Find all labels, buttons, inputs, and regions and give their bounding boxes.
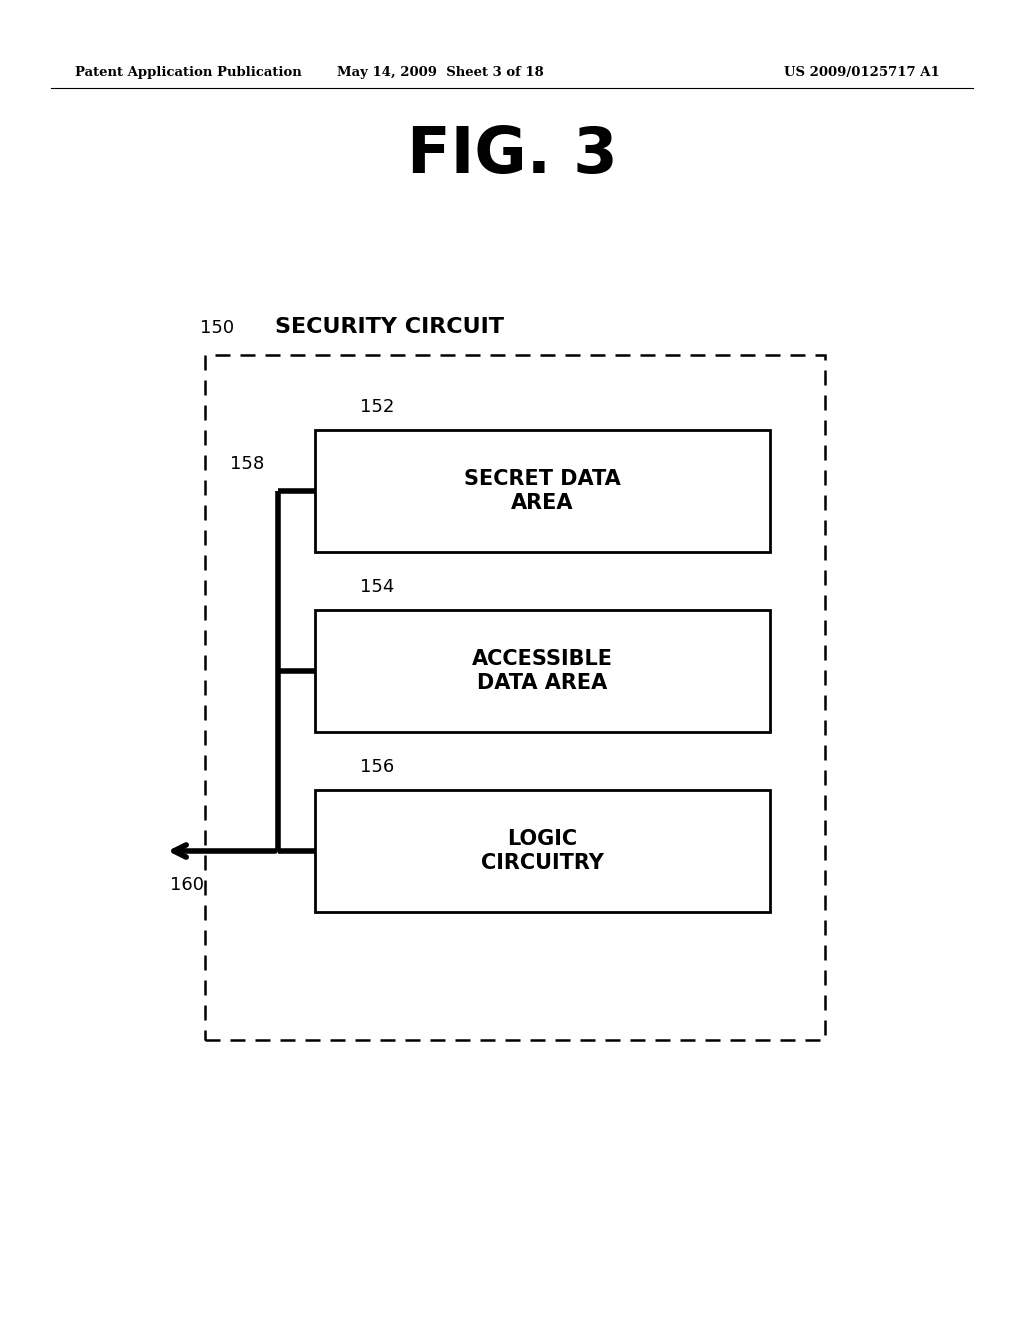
Text: May 14, 2009  Sheet 3 of 18: May 14, 2009 Sheet 3 of 18	[337, 66, 544, 78]
Text: FIG. 3: FIG. 3	[407, 124, 617, 186]
Text: 152: 152	[360, 399, 394, 416]
Text: ACCESSIBLE
DATA AREA: ACCESSIBLE DATA AREA	[472, 649, 613, 693]
Bar	[315, 430, 770, 552]
Text: 160: 160	[170, 876, 204, 894]
Text: SECRET DATA
AREA: SECRET DATA AREA	[464, 470, 621, 512]
Bar	[315, 610, 770, 733]
Text: 156: 156	[360, 758, 394, 776]
Bar	[205, 355, 825, 1040]
Text: 150: 150	[200, 319, 234, 337]
Text: Patent Application Publication: Patent Application Publication	[75, 66, 302, 78]
Text: 158: 158	[229, 455, 264, 473]
Text: LOGIC
CIRCUITRY: LOGIC CIRCUITRY	[481, 829, 604, 873]
Text: SECURITY CIRCUIT: SECURITY CIRCUIT	[275, 317, 504, 337]
Bar	[315, 789, 770, 912]
Text: US 2009/0125717 A1: US 2009/0125717 A1	[784, 66, 940, 78]
Text: 154: 154	[360, 578, 394, 597]
